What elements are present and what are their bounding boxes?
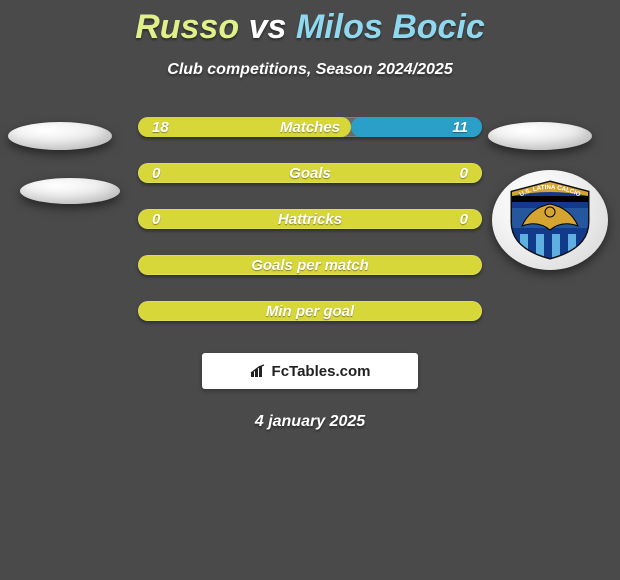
stat-label: Goals	[289, 165, 331, 182]
stat-label: Min per goal	[266, 303, 354, 320]
stat-row: 18 11 Matches	[138, 117, 482, 137]
player2-name: Milos Bocic	[296, 8, 485, 46]
club-crest: U.S. LATINA CALCIO	[500, 178, 600, 262]
stat-value-left: 0	[152, 165, 160, 182]
stat-value-right: 0	[460, 211, 468, 228]
bar-chart-icon	[250, 364, 268, 378]
player-photo-placeholder	[20, 178, 120, 204]
source-badge: FcTables.com	[202, 353, 418, 389]
stat-value-right: 11	[452, 119, 468, 136]
stat-label: Goals per match	[251, 257, 369, 274]
stat-row: 0 0 Hattricks	[138, 209, 482, 229]
stat-value-right: 0	[460, 165, 468, 182]
comparison-title: Russo vs Milos Bocic	[0, 0, 620, 47]
source-badge-text: FcTables.com	[250, 363, 371, 380]
source-badge-label: FcTables.com	[272, 363, 371, 380]
stat-row: Min per goal	[138, 301, 482, 321]
stat-row: Goals per match	[138, 255, 482, 275]
player-photo-placeholder	[488, 122, 592, 150]
player1-name: Russo	[135, 8, 239, 46]
stat-value-left: 0	[152, 211, 160, 228]
crest-svg: U.S. LATINA CALCIO	[500, 178, 600, 262]
stat-label: Hattricks	[278, 211, 342, 228]
stat-label: Matches	[280, 119, 340, 136]
stat-value-left: 18	[152, 119, 169, 136]
stat-row: 0 0 Goals	[138, 163, 482, 183]
player-photo-placeholder	[8, 122, 112, 150]
date: 4 january 2025	[0, 413, 620, 431]
title-vs: vs	[249, 8, 287, 46]
subtitle: Club competitions, Season 2024/2025	[0, 61, 620, 79]
